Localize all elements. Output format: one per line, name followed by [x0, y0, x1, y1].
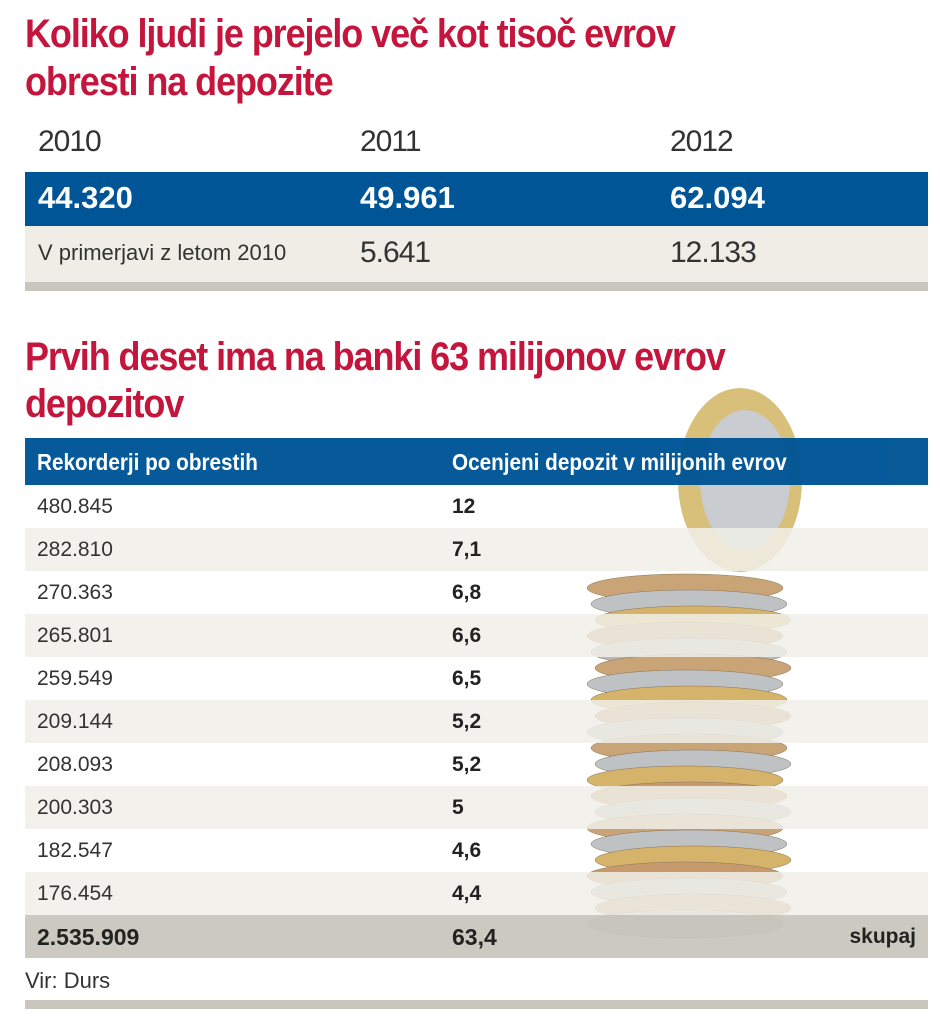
year-2012: 2012 — [670, 125, 734, 158]
interest-value: 480.845 — [37, 495, 113, 518]
bottom-divider — [25, 1000, 928, 1009]
table-row: 176.454 4,4 — [25, 872, 928, 915]
count-2011: 49.961 — [360, 180, 455, 215]
deposit-value: 6,6 — [452, 624, 482, 647]
counts-row: 44.320 49.961 62.094 — [25, 172, 928, 226]
table-row: 270.363 6,8 — [25, 571, 928, 614]
interest-value: 282.810 — [37, 538, 113, 561]
total-row: 2.535.909 63,4 skupaj — [25, 915, 928, 958]
total-label: skupaj — [849, 925, 916, 948]
header-deposit: Ocenjeni depozit v milijonih evrov — [452, 449, 787, 475]
compare-label: V primerjavi z letom 2010 — [38, 240, 287, 265]
interest-value: 259.549 — [37, 667, 113, 690]
compare-2011: 5.641 — [360, 236, 431, 269]
year-2011: 2011 — [360, 125, 422, 158]
interest-value: 270.363 — [37, 581, 113, 604]
title-1-line2: obresti na depozite — [25, 60, 334, 104]
interest-value: 200.303 — [37, 796, 113, 819]
deposit-value: 4,6 — [452, 839, 482, 862]
table-row: 259.549 6,5 — [25, 657, 928, 700]
interest-value: 208.093 — [37, 753, 113, 776]
compare-2012: 12.133 — [670, 236, 757, 269]
table-row: 480.845 12 — [25, 485, 928, 528]
deposit-value: 6,8 — [452, 581, 482, 604]
table-row: 200.303 5 — [25, 786, 928, 829]
total-deposit: 63,4 — [452, 924, 497, 950]
deposit-value: 5,2 — [452, 710, 482, 733]
title-1: Koliko ljudi je prejelo več kot tisoč ev… — [25, 12, 676, 56]
deposit-value: 5 — [452, 796, 464, 819]
table-row: 282.810 7,1 — [25, 528, 928, 571]
deposit-value: 5,2 — [452, 753, 482, 776]
table-row: 208.093 5,2 — [25, 743, 928, 786]
header-interest: Rekorderji po obrestih — [37, 449, 258, 475]
total-interest: 2.535.909 — [37, 924, 140, 950]
title-2-line2: depozitov — [25, 382, 184, 426]
table-row: 182.547 4,6 — [25, 829, 928, 872]
count-2012: 62.094 — [670, 180, 765, 215]
deposit-value: 6,5 — [452, 667, 482, 690]
interest-value: 265.801 — [37, 624, 113, 647]
table-header: Rekorderji po obrestih Ocenjeni depozit … — [25, 438, 928, 485]
interest-value: 182.547 — [37, 839, 113, 862]
interest-value: 176.454 — [37, 882, 113, 905]
deposit-value: 4,4 — [452, 882, 482, 905]
count-2010: 44.320 — [38, 180, 133, 215]
compare-row: V primerjavi z letom 2010 5.641 12.133 — [25, 226, 928, 282]
deposit-value: 12 — [452, 495, 476, 518]
interest-value: 209.144 — [37, 710, 113, 733]
title-2: Prvih deset ima na banki 63 milijonov ev… — [25, 335, 726, 379]
table-row: 265.801 6,6 — [25, 614, 928, 657]
divider — [25, 282, 928, 291]
deposit-value: 7,1 — [452, 538, 482, 561]
table-row: 209.144 5,2 — [25, 700, 928, 743]
source: Vir: Durs — [25, 968, 111, 993]
year-2010: 2010 — [38, 125, 102, 158]
